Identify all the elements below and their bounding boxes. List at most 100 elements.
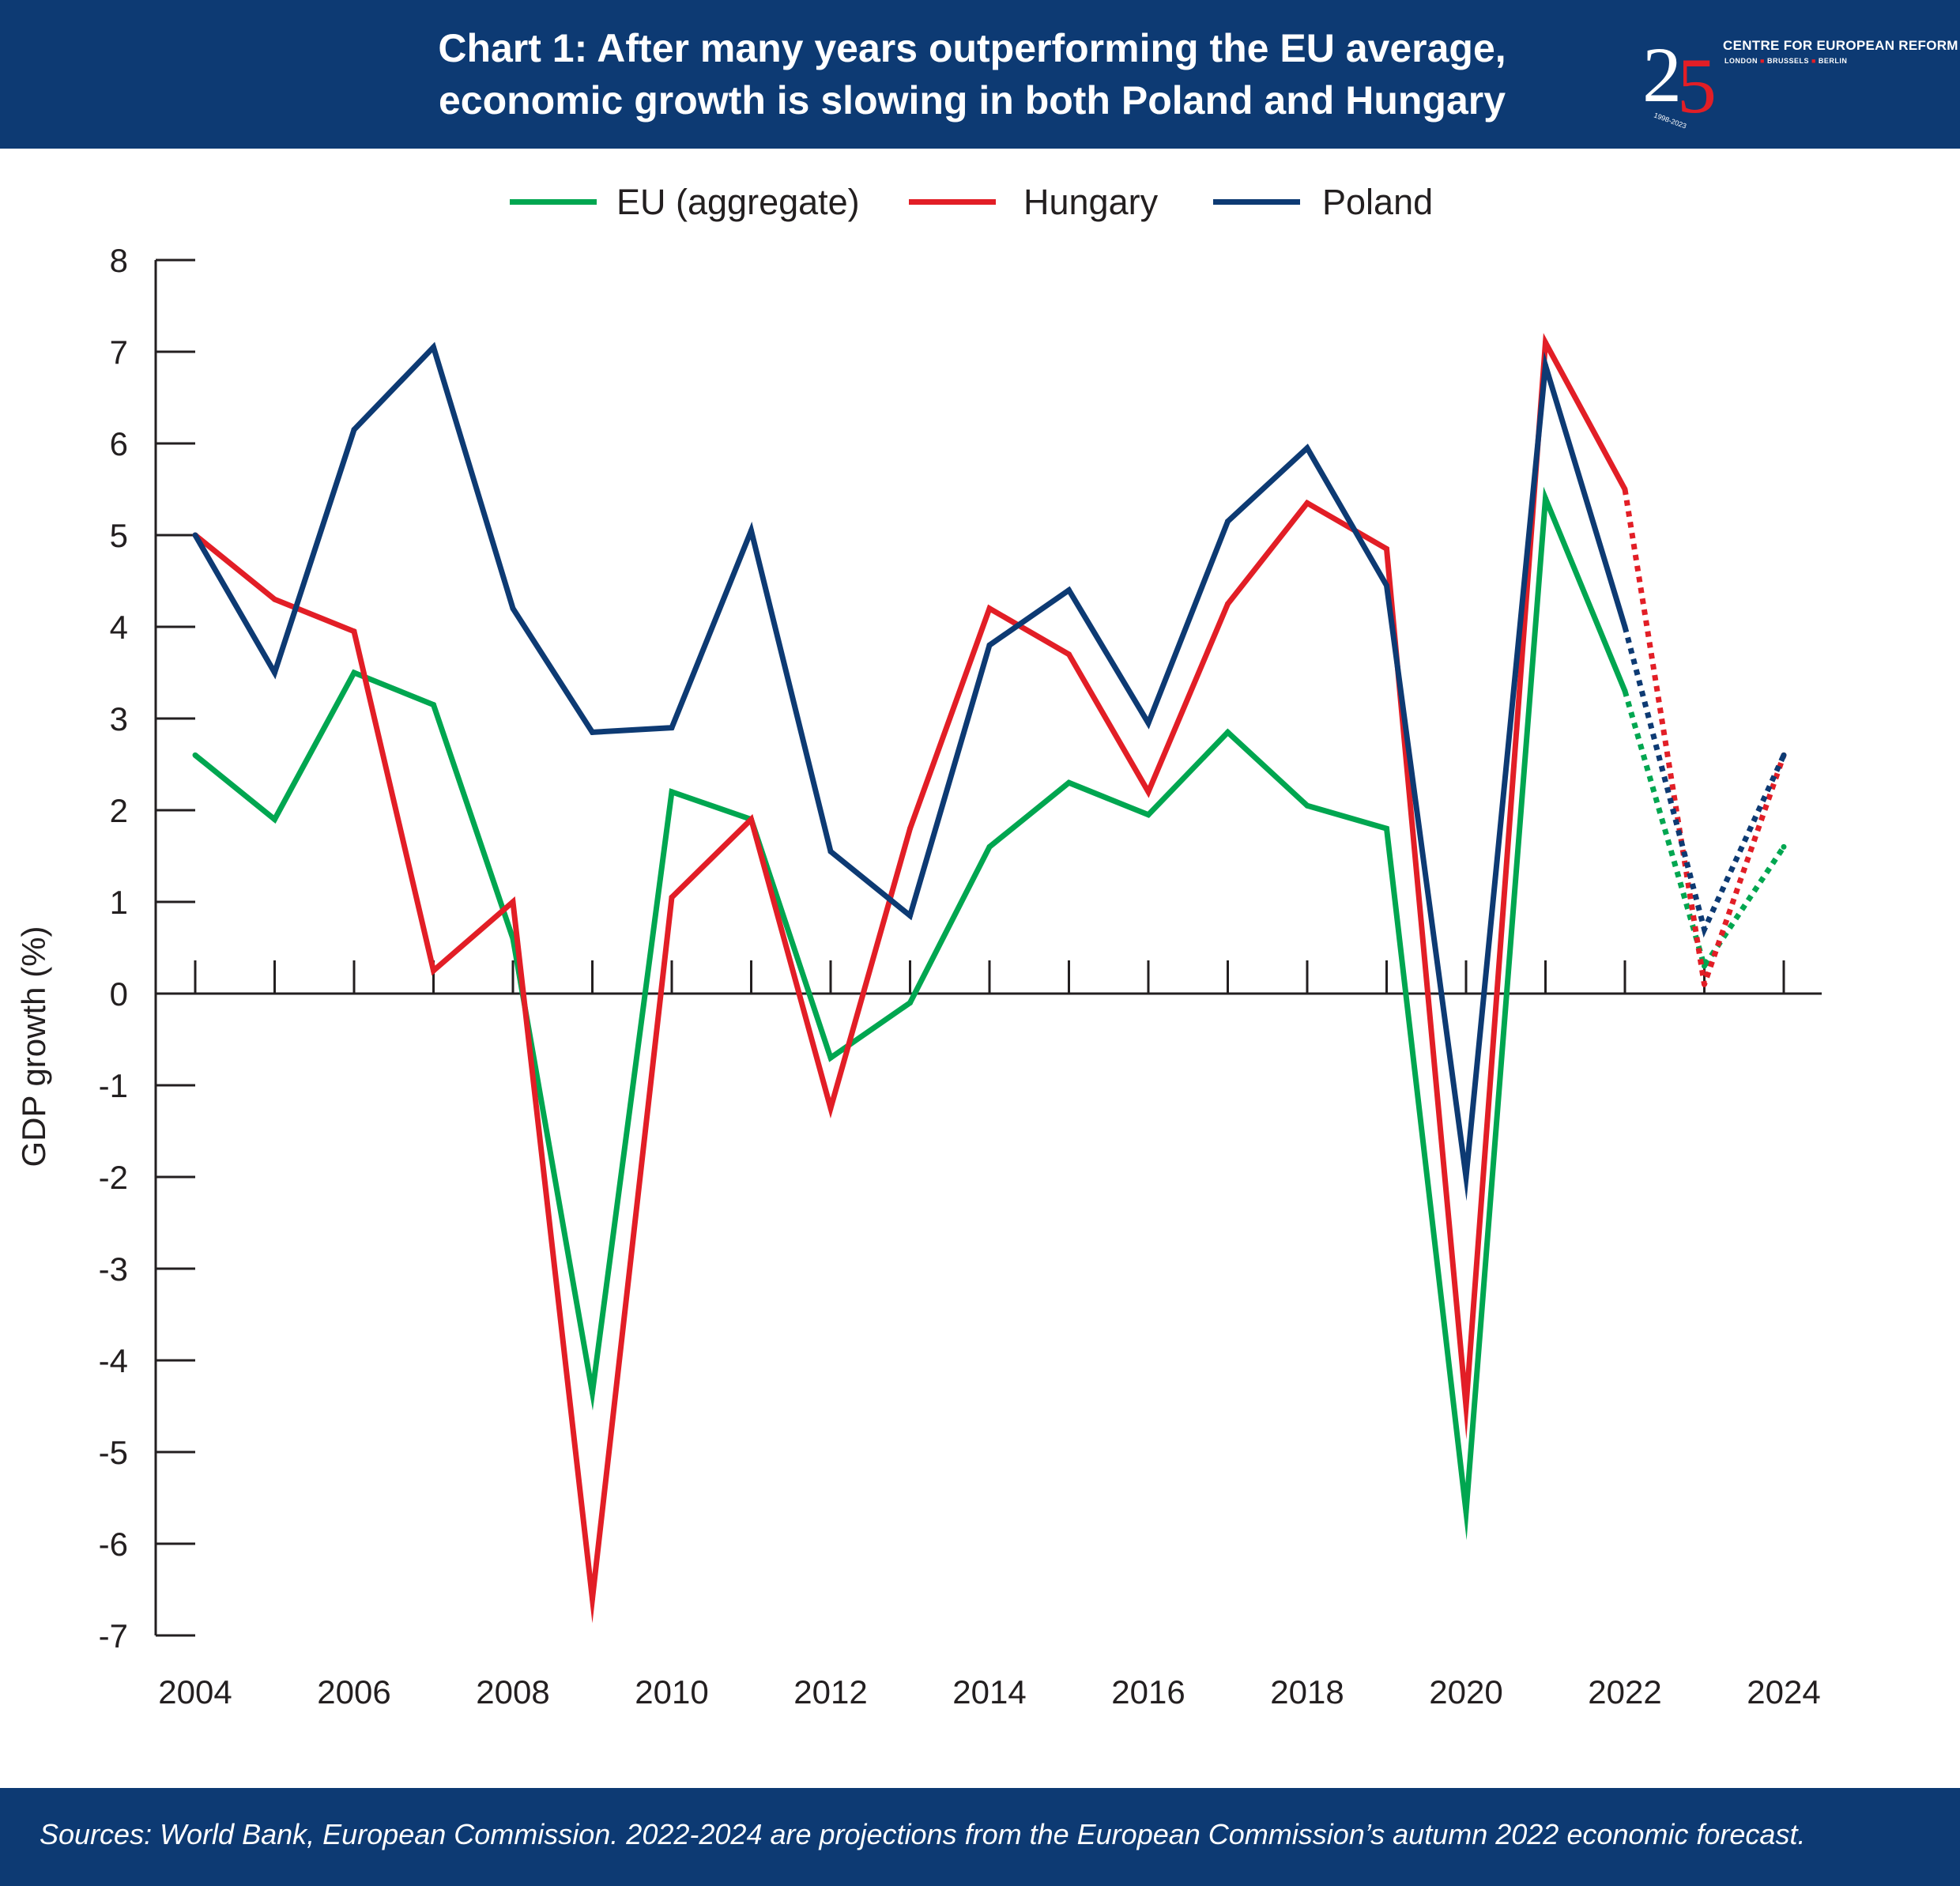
- data-point-hungary-2023: [1702, 981, 1707, 987]
- data-point-poland-2013: [907, 912, 913, 918]
- data-point-poland-2005: [272, 670, 277, 676]
- chart-legend: EU (aggregate) Hungary Poland: [0, 178, 1960, 225]
- logo-digit-2: 2: [1642, 31, 1682, 119]
- data-point-hungary-2008: [510, 899, 516, 905]
- data-point-poland-2004: [192, 532, 198, 538]
- logo-bullet: ■: [1760, 57, 1767, 65]
- legend-label-eu: EU (aggregate): [616, 182, 860, 222]
- x-axis: 2004 2006 2008 2010 2012 2014 2016 2018 2020 2022…: [158, 960, 1822, 1711]
- x-tick-label: 2010: [635, 1673, 708, 1711]
- series-projection-hungary: [1622, 488, 1787, 986]
- logo-organisation-name: CENTRE FOR EUROPEAN REFORM: [1723, 38, 1958, 53]
- x-tick-label: 2018: [1270, 1673, 1344, 1711]
- data-point-poland-2022: [1622, 624, 1628, 630]
- y-tick-label: 7: [110, 334, 128, 371]
- legend-swatch-hungary: [909, 199, 996, 205]
- data-point-poland-2007: [431, 344, 436, 350]
- data-point-poland-2020: [1463, 1174, 1469, 1180]
- data-point-poland-2023: [1702, 926, 1707, 933]
- y-tick-label: 5: [110, 517, 128, 554]
- data-point-poland-2017: [1225, 519, 1231, 525]
- data-point-hungary-2017: [1225, 601, 1231, 607]
- data-point-eu-aggregate-2004: [192, 752, 198, 758]
- anniversary-25-logo-mark: 2 5 1998-2023: [1642, 31, 1717, 130]
- data-point-eu-aggregate-2015: [1066, 779, 1072, 786]
- data-point-hungary-2013: [907, 825, 913, 832]
- x-tick-label: 2012: [793, 1673, 867, 1711]
- y-tick-label: 0: [110, 975, 128, 1013]
- data-point-eu-aggregate-2005: [272, 817, 277, 823]
- y-tick-label: 3: [110, 700, 128, 737]
- data-point-eu-aggregate-2014: [986, 843, 993, 850]
- legend-label-hungary: Hungary: [1023, 182, 1159, 222]
- chart-header: Chart 1: After many years outperforming …: [0, 0, 1960, 149]
- y-tick-label: -7: [99, 1617, 128, 1654]
- data-point-hungary-2011: [748, 817, 754, 823]
- chart-title: Chart 1: After many years outperforming …: [300, 22, 1644, 126]
- y-axis-label: GDP growth (%): [15, 926, 52, 1167]
- data-point-poland-2018: [1304, 445, 1310, 451]
- y-tick-label: 6: [110, 425, 128, 462]
- data-point-poland-2021: [1543, 362, 1548, 368]
- legend-swatch-eu: [510, 199, 597, 205]
- data-point-hungary-2015: [1066, 651, 1072, 658]
- legend-swatch-poland: [1213, 199, 1300, 205]
- y-tick-label: 8: [110, 242, 128, 279]
- data-point-eu-aggregate-2016: [1145, 812, 1152, 818]
- x-tick-label: 2022: [1588, 1673, 1661, 1711]
- data-point-eu-aggregate-2012: [827, 1054, 834, 1061]
- chart-title-line-2: economic growth is slowing in both Polan…: [438, 78, 1506, 123]
- data-point-eu-aggregate-2006: [351, 670, 357, 676]
- y-tick-label: -1: [99, 1067, 128, 1104]
- y-tick-label: -4: [99, 1342, 128, 1379]
- data-point-hungary-2021: [1543, 339, 1548, 345]
- chart-title-line-1: Chart 1: After many years outperforming …: [438, 26, 1506, 70]
- data-point-hungary-2014: [986, 605, 993, 612]
- data-point-hungary-2012: [827, 1105, 834, 1111]
- data-point-poland-2024: [1781, 752, 1787, 758]
- y-tick-label: -5: [99, 1434, 128, 1471]
- y-tick-label: 2: [110, 792, 128, 829]
- data-point-hungary-2019: [1384, 545, 1389, 552]
- data-point-eu-aggregate-2013: [907, 1000, 913, 1006]
- y-tick-label: -2: [99, 1159, 128, 1196]
- data-point-eu-aggregate-2023: [1702, 963, 1707, 969]
- x-tick-label: 2014: [952, 1673, 1026, 1711]
- data-point-poland-2008: [510, 605, 516, 612]
- logo-city-berlin: BERLIN: [1818, 57, 1848, 65]
- x-tick-label: 2004: [158, 1673, 232, 1711]
- y-tick-label: -6: [99, 1526, 128, 1563]
- data-point-hungary-2022: [1622, 486, 1628, 492]
- logo-digit-5: 5: [1677, 42, 1717, 130]
- cer-logo: 2 5 1998-2023 CENTRE FOR EUROPEAN REFORM…: [1636, 24, 1958, 134]
- data-point-hungary-2006: [351, 628, 357, 635]
- gdp-growth-line-chart: 8 7 6 5 4 3 2 1 0 -1 -2 -3 -4 -5 -6 -7 2004 2006 2008 2010…: [15, 242, 1822, 1711]
- data-point-poland-2011: [748, 527, 754, 534]
- x-tick-label: 2020: [1429, 1673, 1502, 1711]
- data-point-eu-aggregate-2019: [1384, 825, 1389, 832]
- data-point-hungary-2016: [1145, 789, 1152, 795]
- data-point-poland-2012: [827, 848, 834, 854]
- data-point-hungary-2005: [272, 596, 277, 602]
- data-point-eu-aggregate-2018: [1304, 802, 1310, 809]
- data-point-eu-aggregate-2020: [1463, 1508, 1469, 1514]
- logo-cities: LONDON ■ BRUSSELS ■ BERLIN: [1724, 57, 1847, 65]
- x-tick-label: 2008: [476, 1673, 549, 1711]
- data-point-eu-aggregate-2017: [1225, 729, 1231, 735]
- data-point-hungary-2007: [431, 968, 436, 974]
- data-point-poland-2010: [669, 725, 675, 731]
- x-tick-label: 2024: [1747, 1673, 1820, 1711]
- data-point-eu-aggregate-2007: [431, 702, 436, 708]
- source-note: Sources: World Bank, European Commission…: [40, 1818, 1806, 1850]
- legend-label-poland: Poland: [1322, 182, 1434, 222]
- y-tick-label: 4: [110, 609, 128, 646]
- chart-footer: Sources: World Bank, European Commission…: [0, 1788, 1960, 1886]
- x-tick-label: 2006: [317, 1673, 390, 1711]
- data-point-poland-2009: [590, 729, 595, 735]
- x-tick-label: 2016: [1111, 1673, 1185, 1711]
- data-point-eu-aggregate-2021: [1543, 496, 1548, 502]
- data-point-poland-2014: [986, 642, 993, 648]
- data-point-poland-2016: [1145, 720, 1152, 726]
- data-point-hungary-2009: [590, 1596, 595, 1602]
- logo-bullet: ■: [1811, 57, 1819, 65]
